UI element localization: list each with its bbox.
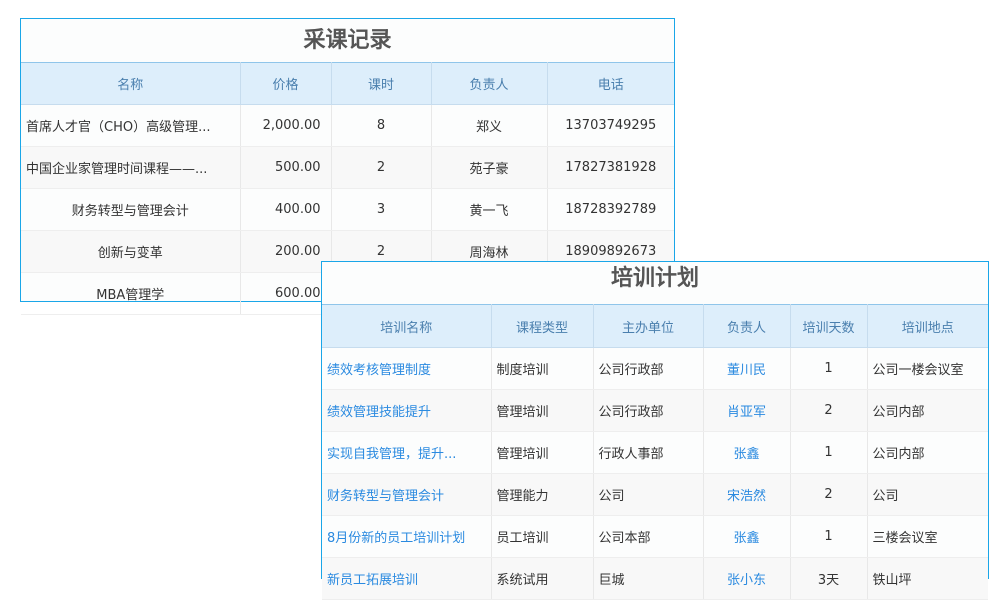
panel-title: 采课记录 [303,28,392,53]
cell-price: 200.00 [240,230,332,273]
col-days[interactable]: 培训天数 [790,304,868,348]
cell-course-type: 员工培训 [491,515,594,558]
cell-location: 公司一楼会议室 [867,347,988,390]
cell-price: 600.00 [240,272,332,315]
cell-training-name[interactable]: 8月份新的员工培训计划 [322,515,492,558]
cell-phone: 13703749295 [547,104,674,147]
cell-owner[interactable]: 张鑫 [703,515,791,558]
col-organizer[interactable]: 主办单位 [593,304,704,348]
cell-name: MBA管理学 [21,272,241,315]
cell-location: 公司内部 [867,431,988,474]
cell-training-name[interactable]: 新员工拓展培训 [322,557,492,600]
cell-owner[interactable]: 肖亚军 [703,389,791,432]
cell-name: 财务转型与管理会计 [21,188,241,231]
cell-price: 500.00 [240,146,332,189]
col-phone[interactable]: 电话 [547,62,674,105]
cell-hours: 2 [331,146,432,189]
cell-owner: 黄一飞 [431,188,548,231]
col-training-name[interactable]: 培训名称 [322,304,492,348]
cell-name: 首席人才官（CHO）高级管理... [21,104,241,147]
col-owner[interactable]: 负责人 [431,62,548,105]
cell-owner: 苑子豪 [431,146,548,189]
table-row[interactable]: 中国企业家管理时间课程——... 500.00 2 苑子豪 17827381928 [21,146,674,189]
col-location[interactable]: 培训地点 [867,304,988,348]
cell-location: 三楼会议室 [867,515,988,558]
col-price[interactable]: 价格 [240,62,332,105]
table-row[interactable]: 绩效管理技能提升 管理培训 公司行政部 肖亚军 2 公司内部 [322,389,988,432]
col-course-type[interactable]: 课程类型 [491,304,594,348]
cell-organizer: 巨城 [593,557,704,600]
table-row[interactable]: 首席人才官（CHO）高级管理... 2,000.00 8 郑义 13703749295 [21,104,674,147]
cell-organizer: 公司行政部 [593,389,704,432]
table-row[interactable]: 绩效考核管理制度 制度培训 公司行政部 董川民 1 公司一楼会议室 [322,347,988,390]
cell-location: 公司 [867,473,988,516]
cell-hours: 3 [331,188,432,231]
table-row[interactable]: 财务转型与管理会计 400.00 3 黄一飞 18728392789 [21,188,674,231]
cell-location: 公司内部 [867,389,988,432]
purchase-records-panel: 采课记录 名称 价格 课时 负责人 电话 首席人才官（CHO）高级管理... 2,… [20,18,675,315]
cell-training-name[interactable]: 实现自我管理，提升... [322,431,492,474]
training-table: 培训名称 课程类型 主办单位 负责人 培训天数 培训地点 绩效考核管理制度 制度培… [322,304,988,600]
purchase-table: 名称 价格 课时 负责人 电话 首席人才官（CHO）高级管理... 2,000.0… [21,62,674,315]
col-name[interactable]: 名称 [21,62,241,105]
cell-training-name[interactable]: 财务转型与管理会计 [322,473,492,516]
cell-training-name[interactable]: 绩效管理技能提升 [322,389,492,432]
cell-phone: 18728392789 [547,188,674,231]
cell-organizer: 公司本部 [593,515,704,558]
cell-owner: 郑义 [431,104,548,147]
cell-name: 中国企业家管理时间课程——... [21,146,241,189]
cell-days: 2 [790,473,868,516]
cell-days: 2 [790,389,868,432]
cell-course-type: 管理能力 [491,473,594,516]
cell-owner[interactable]: 宋浩然 [703,473,791,516]
cell-name: 创新与变革 [21,230,241,273]
cell-organizer: 行政人事部 [593,431,704,474]
training-plan-panel: 培训计划 培训名称 课程类型 主办单位 负责人 培训天数 培训地点 绩效考核管理… [321,261,989,600]
cell-course-type: 系统试用 [491,557,594,600]
cell-owner[interactable]: 张小东 [703,557,791,600]
cell-days: 1 [790,515,868,558]
cell-days: 1 [790,347,868,390]
col-hours[interactable]: 课时 [331,62,432,105]
cell-course-type: 管理培训 [491,431,594,474]
cell-course-type: 制度培训 [491,347,594,390]
table-row[interactable]: 实现自我管理，提升... 管理培训 行政人事部 张鑫 1 公司内部 [322,431,988,474]
col-owner[interactable]: 负责人 [703,304,791,348]
cell-hours: 8 [331,104,432,147]
cell-days: 3天 [790,557,868,600]
cell-price: 400.00 [240,188,332,231]
cell-location: 铁山坪 [867,557,988,600]
cell-owner[interactable]: 张鑫 [703,431,791,474]
cell-days: 1 [790,431,868,474]
cell-organizer: 公司行政部 [593,347,704,390]
panel-title: 培训计划 [610,266,699,291]
cell-price: 2,000.00 [240,104,332,147]
cell-organizer: 公司 [593,473,704,516]
table-row[interactable]: 财务转型与管理会计 管理能力 公司 宋浩然 2 公司 [322,473,988,516]
table-row[interactable]: 8月份新的员工培训计划 员工培训 公司本部 张鑫 1 三楼会议室 [322,515,988,558]
cell-owner[interactable]: 董川民 [703,347,791,390]
cell-course-type: 管理培训 [491,389,594,432]
table-row[interactable]: 新员工拓展培训 系统试用 巨城 张小东 3天 铁山坪 [322,557,988,600]
cell-training-name[interactable]: 绩效考核管理制度 [322,347,492,390]
cell-phone: 17827381928 [547,146,674,189]
